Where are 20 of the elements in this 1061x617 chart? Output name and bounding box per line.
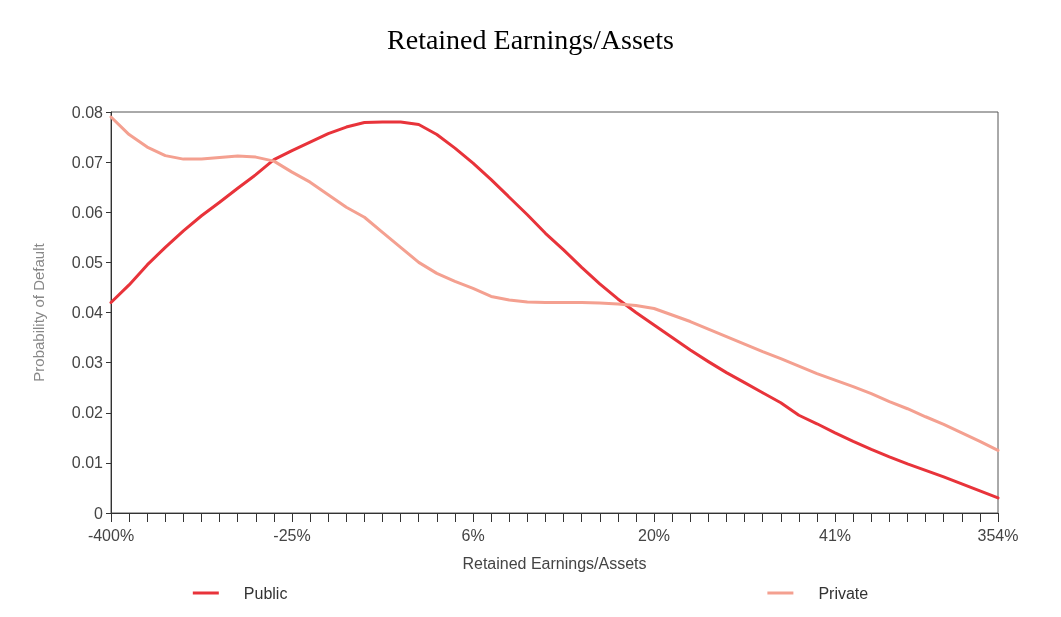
x-tick-label: -25%	[273, 526, 311, 544]
y-axis-title: Probability of Default	[30, 242, 47, 382]
y-tick-label: 0.02	[71, 404, 104, 422]
y-tick-label: 0.06	[71, 203, 104, 221]
x-tick-label: 6%	[461, 526, 485, 544]
x-tick-label: 41%	[819, 526, 852, 544]
y-tick-label: 0.07	[71, 153, 104, 171]
y-tick-label: 0.05	[71, 253, 104, 271]
x-tick-label: 354%	[977, 526, 1019, 544]
legend-label: Private	[818, 584, 869, 602]
x-tick-label: 20%	[638, 526, 671, 544]
y-tick-label: 0	[94, 504, 104, 522]
y-tick-label: 0.01	[71, 454, 104, 472]
chart-title: Retained Earnings/Assets	[387, 23, 674, 55]
x-axis-title: Retained Earnings/Assets	[462, 554, 647, 572]
y-tick-label: 0.08	[71, 103, 104, 121]
y-tick-label: 0.04	[71, 304, 104, 321]
y-tick-label: 0.03	[71, 354, 104, 372]
x-tick-label: -400%	[87, 526, 135, 544]
legend-label: Public	[243, 584, 288, 602]
